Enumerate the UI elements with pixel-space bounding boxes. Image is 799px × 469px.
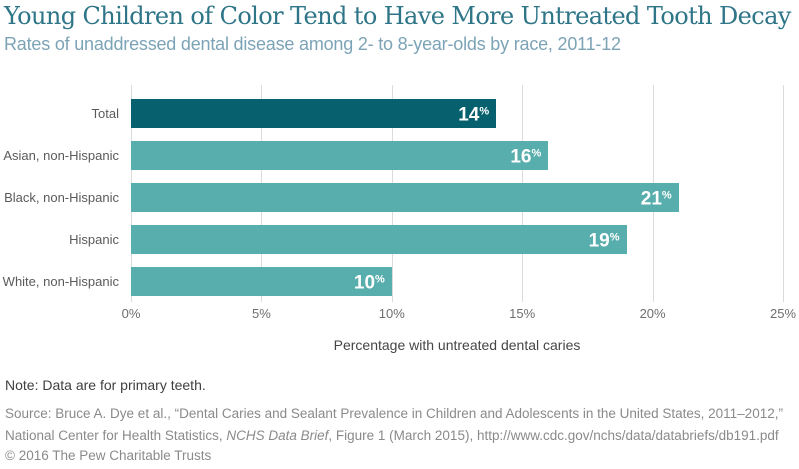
x-tick-label: 15% bbox=[509, 306, 536, 321]
source-prefix: Source: Bruce A. Dye et al., “Dental Car… bbox=[5, 406, 783, 443]
bar-value-label: 19% bbox=[588, 230, 620, 252]
category-label: Asian, non-Hispanic bbox=[3, 148, 119, 163]
x-axis-ticks: 0% 5% 10% 15% 20% 25% bbox=[122, 306, 796, 324]
bar-value-label: 16% bbox=[510, 146, 542, 168]
bar: 14% bbox=[131, 99, 497, 128]
x-tick-label: 0% bbox=[121, 306, 141, 321]
bar-row: Asian, non-Hispanic 16% bbox=[3, 141, 783, 170]
bar-row: Hispanic 19% bbox=[69, 225, 783, 254]
bar-row: White, non-Hispanic 10% bbox=[3, 267, 783, 296]
bar-row: Total 14% bbox=[92, 99, 783, 128]
x-tick-label: 10% bbox=[378, 306, 405, 321]
source-suffix: , Figure 1 (March 2015), http://www.cdc.… bbox=[328, 428, 779, 443]
bar: 10% bbox=[131, 267, 392, 296]
bar-value-label: 14% bbox=[458, 104, 490, 126]
bar: 16% bbox=[131, 141, 549, 170]
x-tick-label: 5% bbox=[251, 306, 271, 321]
bar-value-label: 21% bbox=[640, 188, 672, 210]
bar: 19% bbox=[131, 225, 627, 254]
source-publication: NCHS Data Brief bbox=[226, 428, 329, 443]
x-axis-title: Percentage with untreated dental caries bbox=[333, 337, 581, 353]
bar-rows: Total 14% Asian, non-Hispanic 16% Black, non… bbox=[3, 99, 783, 309]
category-label: Hispanic bbox=[69, 232, 119, 247]
x-tick-label: 25% bbox=[769, 306, 797, 321]
bar-row: Black, non-Hispanic 21% bbox=[4, 183, 783, 212]
bar-value-label: 10% bbox=[353, 272, 385, 294]
gridline-25 bbox=[783, 85, 784, 302]
note-text: Note: Data are for primary teeth. bbox=[5, 377, 206, 393]
category-label: Total bbox=[91, 106, 119, 121]
source-text: Source: Bruce A. Dye et al., “Dental Car… bbox=[5, 403, 794, 447]
page-subtitle: Rates of unaddressed dental disease amon… bbox=[4, 34, 621, 54]
category-label: White, non-Hispanic bbox=[2, 274, 119, 289]
bar: 21% bbox=[131, 183, 679, 212]
page-title: Young Children of Color Tend to Have Mor… bbox=[4, 2, 791, 30]
x-tick-label: 20% bbox=[639, 306, 666, 321]
bar-chart: Total 14% Asian, non-Hispanic 16% Black, non… bbox=[0, 85, 799, 375]
copyright-text: © 2016 The Pew Charitable Trusts bbox=[5, 448, 212, 463]
category-label: Black, non-Hispanic bbox=[4, 190, 119, 205]
